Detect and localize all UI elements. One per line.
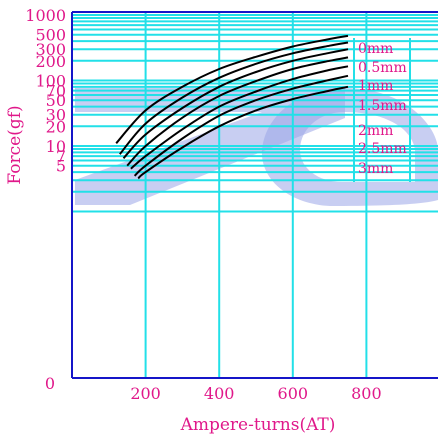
curve-2mm: [130, 65, 349, 170]
curves: [115, 34, 349, 180]
series-label-0-5mm: 0.5mm: [358, 60, 407, 76]
y-tick-label-70: 70: [46, 82, 66, 101]
curve-3mm: [137, 85, 349, 180]
series-label-2-5mm: 2.5mm: [358, 141, 407, 157]
curve-0-5mm: [119, 41, 349, 155]
y-tick-label-500: 500: [35, 26, 66, 45]
x-tick-label-600: 600: [278, 384, 309, 403]
y-tick-label-10: 10: [46, 137, 66, 156]
x-tick-label-400: 400: [204, 384, 235, 403]
series-label-3mm: 3mm: [358, 161, 393, 177]
y-tick-label-100: 100: [35, 72, 66, 91]
series-label-1-5mm: 1.5mm: [358, 98, 407, 114]
curve-0mm: [115, 34, 349, 144]
curve-1mm: [122, 48, 349, 159]
series-label-2mm: 2mm: [358, 123, 393, 139]
series-label-0mm: 0mm: [358, 41, 393, 57]
y-tick-label-1000: 1000: [25, 6, 66, 25]
y-tick-label-7: 7: [56, 147, 66, 166]
series-label-1mm: 1mm: [358, 78, 393, 94]
legend-box: [353, 38, 411, 182]
x-tick-label-200: 200: [130, 384, 161, 403]
x-axis-title: Ampere-turns(AT): [180, 415, 336, 435]
y-tick-label-zero: 0: [45, 374, 55, 393]
y-tick-label-200: 200: [35, 52, 66, 71]
series-labels: 0mm 0.5mm 1mm 1.5mm 2mm 2.5mm 3mm: [358, 41, 407, 177]
y-axis-title: Force(gf): [5, 105, 25, 184]
y-tick-label-300: 300: [35, 40, 66, 59]
y-tick-label-20: 20: [46, 117, 66, 136]
curve-1-5mm: [126, 56, 349, 167]
y-tick-label-50: 50: [46, 91, 66, 110]
y-tick-label-5: 5: [56, 157, 66, 176]
x-tick-label-800: 800: [351, 384, 382, 403]
axes: [71, 11, 438, 379]
curve-2-5mm: [133, 74, 349, 177]
y-tick-label-30: 30: [46, 106, 66, 125]
